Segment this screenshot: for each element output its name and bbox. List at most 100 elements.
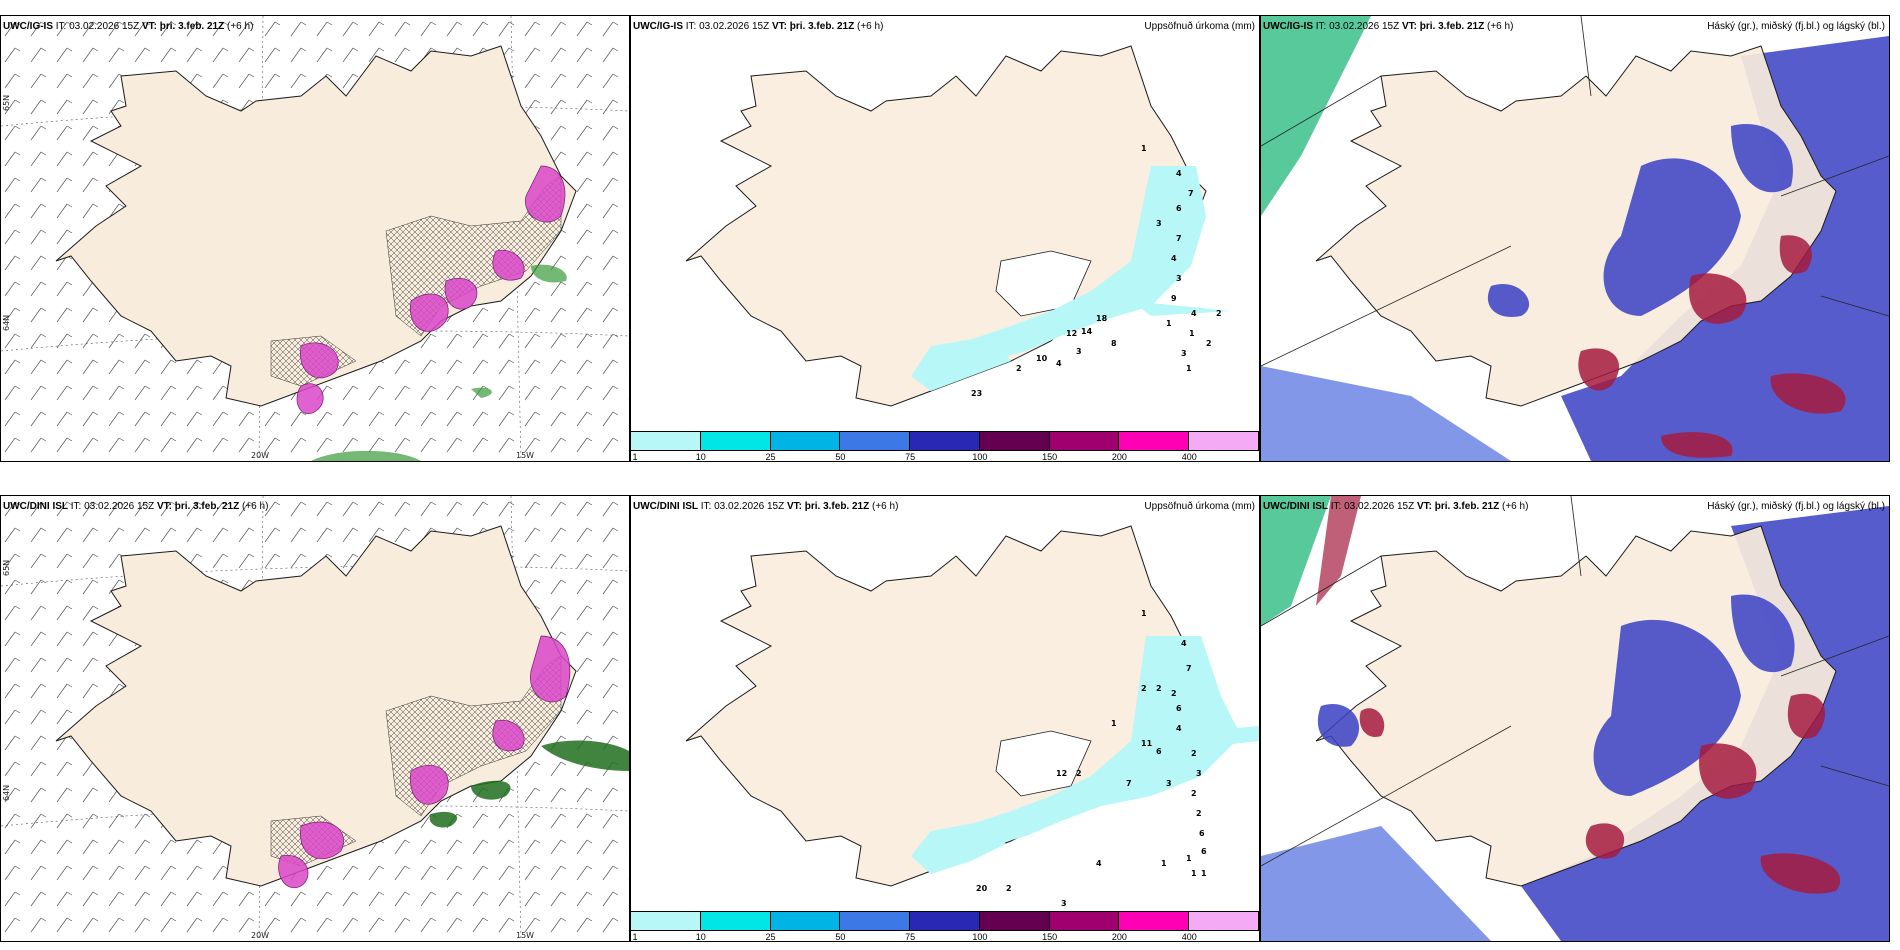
- precip-contour-label: 2: [1216, 309, 1222, 318]
- panel-title: UWC/DINI ISL IT: 03.02.2026 15Z VT: þri.…: [633, 501, 899, 512]
- precip-light: [911, 636, 1259, 874]
- cloud-panel-top: UWC/IG-IS IT: 03.02.2026 15Z VT: þri. 3.…: [1260, 15, 1890, 462]
- mid-cloud: [1261, 366, 1511, 461]
- precip-contour-label: 8: [1111, 339, 1117, 348]
- precip-contour-label: 18: [1096, 314, 1108, 323]
- precip-contour-label: 1: [1161, 859, 1167, 868]
- precip-contour-label: 12: [1066, 329, 1077, 338]
- colorbar-tick: 400: [1181, 932, 1197, 942]
- snow-green: [311, 264, 567, 461]
- precip-contour-label: 4: [1176, 724, 1182, 733]
- panel-title: UWC/IG-IS IT: 03.02.2026 15Z VT: þri. 3.…: [1263, 21, 1514, 32]
- precip-contour-label: 6: [1199, 829, 1205, 838]
- precip-light: [911, 166, 1231, 391]
- cloud-title: Háský (gr.), miðský (fj.bl.) og lágský (…: [1707, 501, 1885, 512]
- colorbar-tick: 50: [835, 932, 846, 942]
- precip-contour-label: 6: [1176, 704, 1182, 713]
- colorbar-swatch: [631, 912, 701, 930]
- lat-label: 65N: [2, 95, 11, 111]
- lat-label: 65N: [2, 560, 11, 576]
- precip-contour-label: 2: [1156, 684, 1162, 693]
- colorbar-tick: 200: [1111, 932, 1127, 942]
- colorbar-tick: 1: [632, 932, 638, 942]
- mid-cloud: [1261, 826, 1491, 941]
- precip-magenta: [296, 165, 566, 414]
- precip-contour-label: 4: [1191, 309, 1197, 318]
- lat-label: 64N: [2, 785, 11, 801]
- colorbar-swatch: [979, 432, 1050, 450]
- lon-label: 15W: [516, 451, 534, 460]
- precip-contour-label: 11: [1141, 739, 1153, 748]
- low-cloud: [1359, 693, 1841, 894]
- colorbar-tick: 400: [1181, 452, 1197, 462]
- lon-label: 20W: [251, 931, 269, 940]
- precip-colorbar: 1 10 25 50 75 100 150 200 400: [631, 431, 1259, 461]
- colorbar-swatch: [770, 432, 841, 450]
- precip-contour-label: 1: [1111, 719, 1117, 728]
- precip-contour-label: 2: [1006, 884, 1012, 893]
- colorbar-tick: 1: [632, 452, 638, 462]
- precip-contour-label: 3: [1156, 219, 1162, 228]
- snow-green: [429, 740, 629, 828]
- precip-contour-label: 1: [1186, 854, 1192, 863]
- precip-title: Uppsöfnuð úrkoma (mm): [1144, 21, 1255, 32]
- wind-panel-bottom: UWC/DINI ISL IT: 03.02.2026 15Z VT: þri.…: [0, 495, 630, 942]
- precip-contour-label: 20: [976, 884, 988, 893]
- precip-contour-label: 6: [1156, 747, 1162, 756]
- colorbar-swatch: [1049, 912, 1120, 930]
- precip-contour-label: 4: [1096, 859, 1102, 868]
- high-cloud: [1261, 496, 1331, 626]
- colorbar-tick: 200: [1111, 452, 1127, 462]
- mid-cloud-over-land: [1487, 124, 1793, 317]
- colorbar-tick: 10: [695, 932, 706, 942]
- precip-contour-label: 23: [971, 389, 982, 398]
- precip-contour-label: 1: [1201, 869, 1207, 878]
- colorbar-swatch: [700, 432, 771, 450]
- borders: [1261, 16, 1889, 367]
- low-cloud: [1578, 235, 1846, 458]
- wind-map: 65N 64N 20W 15W: [1, 496, 629, 941]
- precip-contour-label: 4: [1181, 639, 1187, 648]
- precip-contour-label: 3: [1166, 779, 1172, 788]
- precip-contour-label: 1: [1141, 609, 1147, 618]
- precip-contour-label: 3: [1061, 899, 1067, 908]
- precip-title: Uppsöfnuð úrkoma (mm): [1144, 501, 1255, 512]
- cloud-map: [1261, 16, 1889, 461]
- precip-contour-label: 2: [1171, 689, 1177, 698]
- cloud-panel-bottom: UWC/DINI ISL IT: 03.02.2026 15Z VT: þri.…: [1260, 495, 1890, 942]
- lat-label: 64N: [2, 315, 11, 331]
- precip-contour-label: 2: [1191, 749, 1197, 758]
- precip-contour-label: 14: [1081, 327, 1093, 336]
- colorbar-swatch: [1189, 432, 1259, 450]
- precip-contour-label: 1: [1186, 364, 1192, 373]
- precip-contour-label: 2: [1206, 339, 1212, 348]
- colorbar-swatch: [1189, 912, 1259, 930]
- precip-contour-label: 1: [1166, 319, 1172, 328]
- precip-panel-top: UWC/IG-IS IT: 03.02.2026 15Z VT: þri. 3.…: [630, 15, 1260, 462]
- precip-contour-label: 3: [1196, 769, 1202, 778]
- colorbar-tick: 75: [905, 452, 916, 462]
- colorbar-swatch: [910, 432, 980, 450]
- iceland-land: [1315, 525, 1837, 887]
- precip-contour-label: 1: [1191, 869, 1197, 878]
- colorbar-tick: 75: [905, 932, 916, 942]
- precip-contour-label: 1: [1189, 329, 1195, 338]
- wind-panel-top: UWC/IG-IS IT: 03.02.2026 15Z VT: þri. 3.…: [0, 15, 630, 462]
- precip-contour-label: 2: [1076, 769, 1082, 778]
- colorbar-tick: 100: [972, 452, 988, 462]
- low-cloud: [1316, 496, 1361, 606]
- precip-contour-label: 7: [1176, 234, 1182, 243]
- colorbar-swatch: [840, 432, 911, 450]
- colorbar-swatch: [910, 912, 980, 930]
- high-cloud: [1261, 16, 1371, 216]
- precip-contour-label: 4: [1056, 359, 1062, 368]
- colorbar-swatch: [700, 912, 771, 930]
- colorbar-tick: 50: [835, 452, 846, 462]
- precip-contour-label: 12: [1056, 769, 1067, 778]
- colorbar-tick: 150: [1042, 932, 1058, 942]
- panel-title: UWC/IG-IS IT: 03.02.2026 15Z VT: þri. 3.…: [633, 21, 884, 32]
- precip-colorbar: 1 10 25 50 75 100 150 200 400: [631, 911, 1259, 941]
